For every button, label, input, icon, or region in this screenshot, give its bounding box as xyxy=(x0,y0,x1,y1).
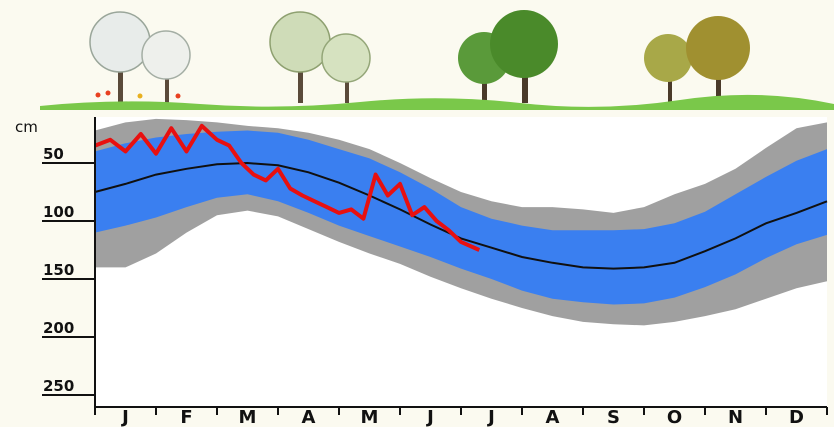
month-label: J xyxy=(486,407,495,427)
month-label: F xyxy=(180,407,192,427)
current-year-line xyxy=(94,123,481,252)
month-label: A xyxy=(302,407,316,427)
month-label: N xyxy=(728,407,743,427)
month-label: S xyxy=(607,407,620,427)
seasonal-trees-illustration xyxy=(40,10,834,110)
y-tick-label: 50 xyxy=(43,145,64,163)
month-label: A xyxy=(546,407,560,427)
y-tick-label: 250 xyxy=(43,377,74,395)
summer-trees-icon xyxy=(458,10,558,103)
y-tick-label: 100 xyxy=(43,203,74,221)
y-tick-label: 200 xyxy=(43,319,74,337)
autumn-trees-icon xyxy=(644,16,750,103)
axes-layer: 50 100 150 200 250 J F M A M J J A S O N D xyxy=(42,117,828,427)
lines-layer xyxy=(94,123,828,270)
month-label: J xyxy=(425,407,434,427)
month-label: M xyxy=(239,407,257,427)
median-line xyxy=(94,161,828,270)
grass-ground xyxy=(40,94,834,110)
y-tick-label: 150 xyxy=(43,261,74,279)
spring-trees-icon xyxy=(269,11,371,103)
y-axis-unit: cm xyxy=(15,118,38,136)
winter-trees-icon xyxy=(89,11,191,103)
month-label: M xyxy=(361,407,379,427)
month-label: D xyxy=(789,407,804,427)
month-label: J xyxy=(120,407,129,427)
month-label: O xyxy=(667,407,682,427)
inner-range-band xyxy=(95,130,827,305)
